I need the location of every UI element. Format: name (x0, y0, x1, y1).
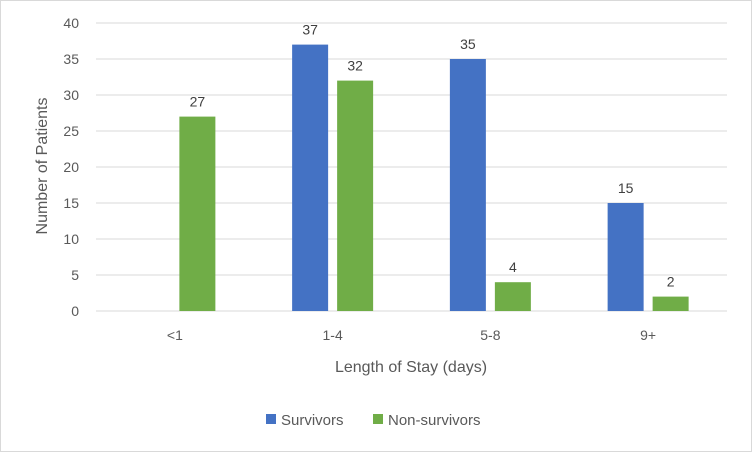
y-tick-label: 20 (63, 159, 79, 175)
bar-non-survivors (179, 116, 216, 311)
bars: 27 37 32 35 4 15 2 (179, 22, 689, 311)
data-label: 4 (509, 259, 517, 275)
bar-survivors (292, 44, 329, 311)
y-tick-label: 10 (63, 231, 79, 247)
data-label: 15 (618, 180, 634, 196)
legend: Survivors Non-survivors (266, 412, 481, 429)
x-axis-ticks: <1 1-4 5-8 9+ (167, 327, 656, 343)
y-tick-label: 30 (63, 87, 79, 103)
y-tick-label: 15 (63, 195, 79, 211)
x-tick-label: 5-8 (480, 327, 500, 343)
x-tick-label: 9+ (640, 327, 656, 343)
legend-label: Survivors (281, 412, 344, 429)
y-tick-label: 40 (63, 15, 79, 31)
data-label: 27 (190, 94, 206, 110)
bar-non-survivors (652, 296, 689, 311)
x-axis-title: Length of Stay (days) (335, 359, 487, 376)
y-axis-title: Number of Patients (34, 98, 51, 235)
y-tick-label: 5 (71, 267, 79, 283)
data-label: 32 (347, 58, 363, 74)
legend-swatch (373, 414, 383, 424)
legend-swatch (266, 414, 276, 424)
y-axis-ticks: 0 5 10 15 20 25 30 35 40 (63, 15, 79, 319)
bar-non-survivors (337, 80, 374, 311)
y-tick-label: 0 (71, 303, 79, 319)
x-tick-label: <1 (167, 327, 183, 343)
legend-label: Non-survivors (388, 412, 481, 429)
bar-survivors (607, 203, 644, 311)
data-label: 2 (667, 274, 675, 290)
data-label: 35 (460, 36, 476, 52)
bar-non-survivors (494, 282, 531, 311)
data-label: 37 (302, 22, 318, 38)
bar-survivors (449, 59, 486, 311)
y-tick-label: 25 (63, 123, 79, 139)
x-tick-label: 1-4 (323, 327, 343, 343)
y-tick-label: 35 (63, 51, 79, 67)
